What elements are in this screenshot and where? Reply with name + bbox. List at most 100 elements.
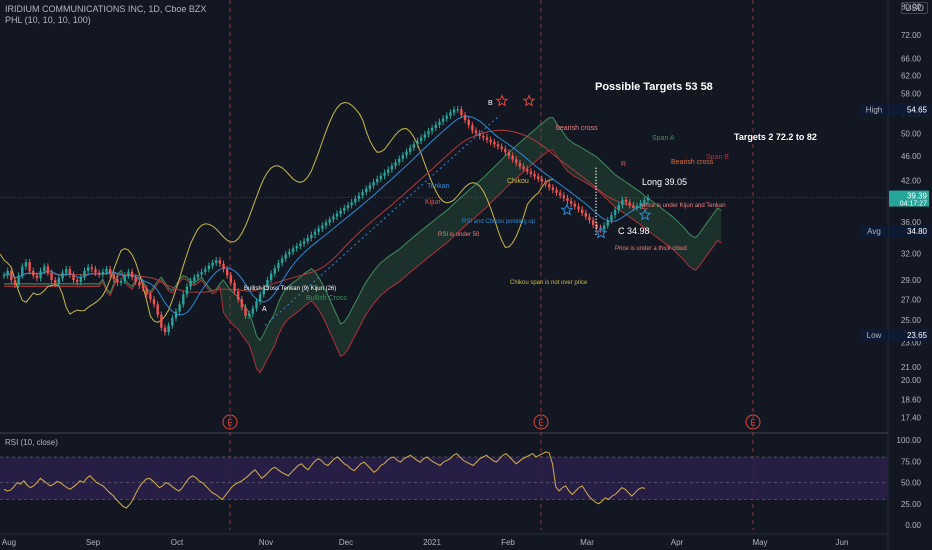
candle-body — [182, 294, 185, 305]
candle-body — [357, 195, 361, 199]
candle-body — [441, 118, 445, 122]
candle-body — [79, 277, 83, 282]
time-tick-label: 2021 — [423, 538, 441, 547]
candle-body — [233, 282, 236, 292]
candle-body — [236, 291, 240, 300]
candle-body — [496, 144, 500, 147]
candle-body — [280, 258, 284, 263]
candle-body — [379, 175, 383, 179]
candle-body — [86, 267, 90, 271]
level-badge-value: 34.80 — [907, 227, 928, 236]
candle-body — [50, 272, 53, 281]
tenkan-line — [3, 115, 649, 316]
candle-body — [310, 234, 313, 238]
candle-body — [628, 202, 631, 206]
candle-body — [83, 270, 86, 278]
candle-body — [606, 220, 609, 226]
candle-body — [105, 269, 108, 272]
candle-body — [321, 225, 324, 229]
candle-body — [149, 294, 152, 300]
rsi-tick-label: 25.00 — [901, 500, 922, 509]
price-tick-label: 17.40 — [901, 414, 922, 423]
rsi-tick-label: 75.00 — [901, 457, 922, 466]
candle-body — [383, 172, 386, 176]
candle-body — [204, 269, 207, 272]
candle-body — [544, 181, 547, 185]
candle-body — [621, 199, 624, 206]
level-badge-label-bg — [861, 329, 888, 342]
candle-body — [449, 112, 452, 116]
chart-annotation: Span B — [706, 154, 729, 161]
star-icon — [560, 203, 574, 216]
earnings-marker-label: E — [750, 419, 755, 428]
candle-body — [123, 275, 126, 281]
candle-body — [569, 200, 573, 204]
candle-body — [211, 262, 214, 266]
candle-body — [456, 109, 459, 111]
chart-annotation: RSI and Chikou pointing up — [462, 219, 536, 225]
candle-body — [10, 270, 13, 281]
candle-body — [119, 280, 123, 283]
price-tick-label: 23.00 — [901, 339, 922, 348]
time-tick-label: Feb — [501, 538, 515, 547]
candle-body — [244, 307, 247, 316]
time-tick-label: May — [752, 538, 767, 547]
candle-body — [397, 158, 401, 163]
candle-body — [613, 210, 617, 216]
symbol-title: IRIDIUM COMMUNICATIONS INC, 1D, Cboe BZX — [5, 4, 207, 14]
candle-body — [273, 268, 276, 274]
candle-body — [328, 219, 331, 223]
candle-body — [460, 109, 463, 116]
price-tick-label: 29.00 — [901, 276, 922, 285]
candle-body — [174, 311, 178, 318]
candle-body — [2, 275, 6, 277]
candle-body — [306, 237, 309, 242]
candle-body — [313, 231, 317, 235]
price-tick-label: 46.00 — [901, 152, 922, 161]
price-tick-label: 62.00 — [901, 71, 922, 80]
candle-body — [394, 162, 397, 166]
earnings-marker — [222, 414, 238, 430]
rsi-label: RSI (10, close) — [5, 438, 58, 447]
candle-body — [427, 131, 430, 135]
candle-body — [529, 171, 533, 174]
rsi-tick-label: 50.00 — [901, 479, 922, 488]
currency-badge[interactable]: USD — [900, 2, 928, 14]
candle-body — [580, 209, 584, 213]
candle-body — [522, 166, 525, 169]
candle-body — [94, 269, 97, 273]
candle-body — [566, 198, 569, 201]
candle-body — [471, 125, 474, 131]
candle-body — [229, 275, 233, 283]
candle-body — [354, 198, 357, 203]
candle-body — [540, 178, 544, 182]
candle-body — [610, 215, 613, 221]
chart-annotation: Span A — [652, 135, 675, 142]
chart-annotation: A — [262, 306, 267, 313]
candle-body — [485, 137, 489, 140]
candle-body — [643, 200, 646, 204]
candle-body — [372, 182, 375, 186]
chart-annotation: R — [621, 161, 626, 168]
candle-body — [138, 281, 141, 286]
price-tick-label: 80.00 — [901, 3, 922, 12]
candle-body — [255, 301, 258, 309]
candle-body — [555, 190, 558, 193]
chart-annotation: Bullish Cross Tenkan (9) Kijun (26) — [244, 286, 336, 292]
candle-body — [551, 187, 555, 191]
candle-body — [474, 130, 478, 134]
candle-body — [226, 269, 229, 276]
price-tick-label: 42.00 — [901, 176, 922, 185]
candle-body — [646, 197, 650, 201]
time-tick-label: Dec — [339, 538, 353, 547]
candle-body — [299, 243, 302, 247]
candle-body — [324, 222, 328, 226]
chart-annotation: price is under Kijun and Tenkan — [642, 203, 726, 209]
candle-body — [262, 287, 265, 295]
level-badge-value: 23.65 — [907, 331, 928, 340]
candle-body — [577, 206, 580, 210]
candle-body — [302, 241, 306, 244]
candle-body — [193, 277, 196, 281]
